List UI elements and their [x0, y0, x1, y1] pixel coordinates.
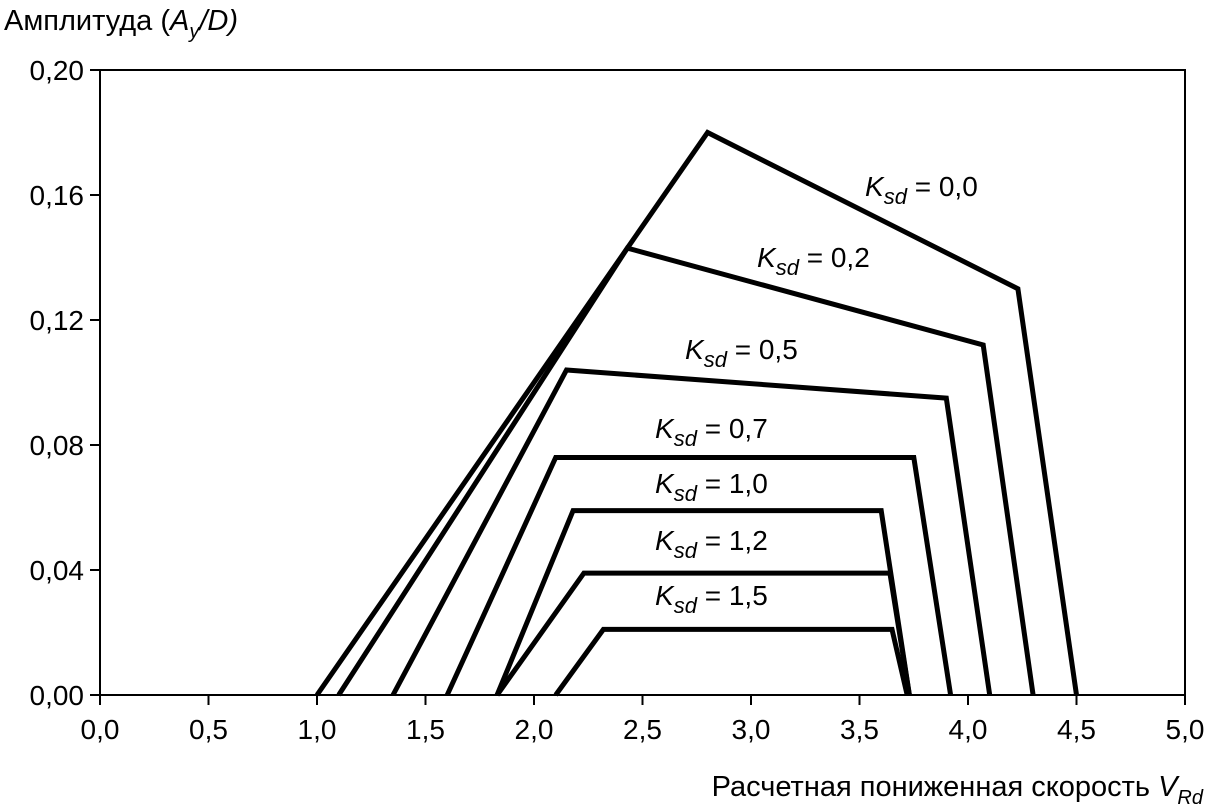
x-tick-label: 2,5 — [623, 714, 662, 745]
y-tick-label: 0,12 — [30, 305, 85, 336]
x-tick-label: 2,0 — [515, 714, 554, 745]
y-tick-label: 0,08 — [30, 430, 85, 461]
series-layer — [314, 129, 1079, 697]
y-tick-label: 0,20 — [30, 55, 85, 86]
x-tick-label: 3,0 — [732, 714, 771, 745]
series-label: Ksd = 0,2 — [757, 242, 870, 280]
x-tick-label: 5,0 — [1166, 714, 1205, 745]
series-label: Ksd = 0,5 — [685, 334, 798, 372]
x-tick-label: 4,5 — [1057, 714, 1096, 745]
y-tick-label: 0,00 — [30, 680, 85, 711]
y-axis-title: Амплитуда (Ay/D) — [4, 5, 238, 43]
series-label: Ksd = 1,2 — [655, 525, 768, 563]
series-line — [495, 570, 912, 697]
x-tick-label: 3,5 — [840, 714, 879, 745]
x-tick-label: 4,0 — [949, 714, 988, 745]
x-tick-label: 0,5 — [189, 714, 228, 745]
series-line — [390, 367, 993, 697]
series-label: Ksd = 0,0 — [865, 171, 978, 209]
x-tick-label: 1,0 — [298, 714, 337, 745]
series-label: Ksd = 1,0 — [655, 468, 768, 506]
y-tick-label: 0,04 — [30, 555, 85, 586]
series-label: Ksd = 0,7 — [655, 413, 768, 451]
series-line — [444, 455, 954, 697]
x-axis-title: Расчетная пониженная скорость VRd — [712, 771, 1204, 809]
series-labels: Ksd = 0,0 Ksd = 0,2 Ksd = 0,5 Ksd = 0,7 Ksd … — [655, 171, 978, 618]
x-tick-label: 1,5 — [406, 714, 445, 745]
x-axis-ticks: 0,0 0,5 1,0 1,5 2,0 2,5 3,0 3,5 4,0 4,5 5,0 — [81, 695, 1205, 745]
series-line — [336, 245, 1036, 697]
series-line — [314, 129, 1079, 697]
series-label: Ksd = 1,5 — [655, 580, 768, 618]
x-tick-label: 0,0 — [81, 714, 120, 745]
series-line — [553, 626, 910, 697]
y-tick-label: 0,16 — [30, 180, 85, 211]
y-axis-ticks: 0,00 0,04 0,08 0,12 0,16 0,20 — [30, 55, 100, 711]
